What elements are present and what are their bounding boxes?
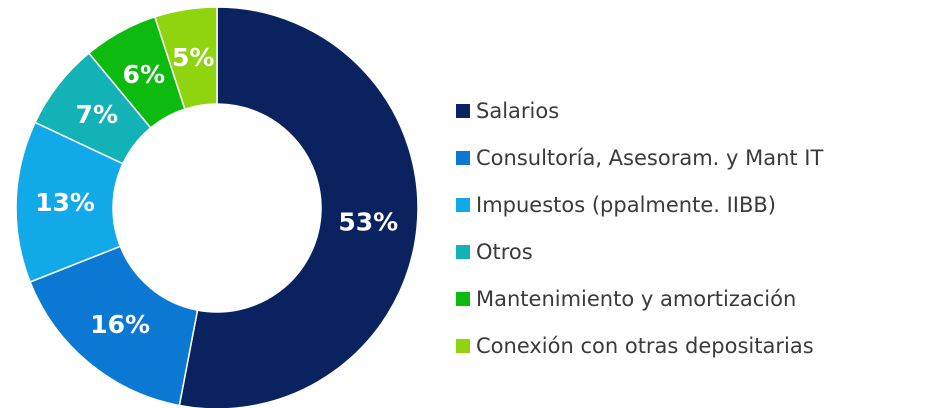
- legend-label: Impuestos (ppalmente. IIBB): [476, 193, 776, 217]
- donut-slice: [153, 6, 218, 111]
- slice-label: 53%: [338, 207, 398, 236]
- slice-label: 6%: [123, 60, 165, 89]
- legend-swatch: [456, 198, 470, 212]
- legend-label: Conexión con otras depositarias: [476, 334, 814, 358]
- slice-label: 7%: [76, 100, 118, 129]
- legend-label: Otros: [476, 240, 533, 264]
- legend-label: Consultoría, Asesoram. y Mant IT: [476, 146, 824, 170]
- legend-swatch: [456, 245, 470, 259]
- legend-label: Salarios: [476, 99, 559, 123]
- legend-swatch: [456, 151, 470, 165]
- legend-label: Mantenimiento y amortización: [476, 287, 796, 311]
- legend-swatch: [456, 339, 470, 353]
- legend-swatch: [456, 292, 470, 306]
- donut-slice: [29, 245, 199, 407]
- donut-slice: [178, 6, 419, 408]
- slice-label: 13%: [35, 188, 95, 217]
- slice-label: 5%: [172, 43, 214, 72]
- slice-label: 16%: [90, 310, 150, 339]
- legend-swatch: [456, 104, 470, 118]
